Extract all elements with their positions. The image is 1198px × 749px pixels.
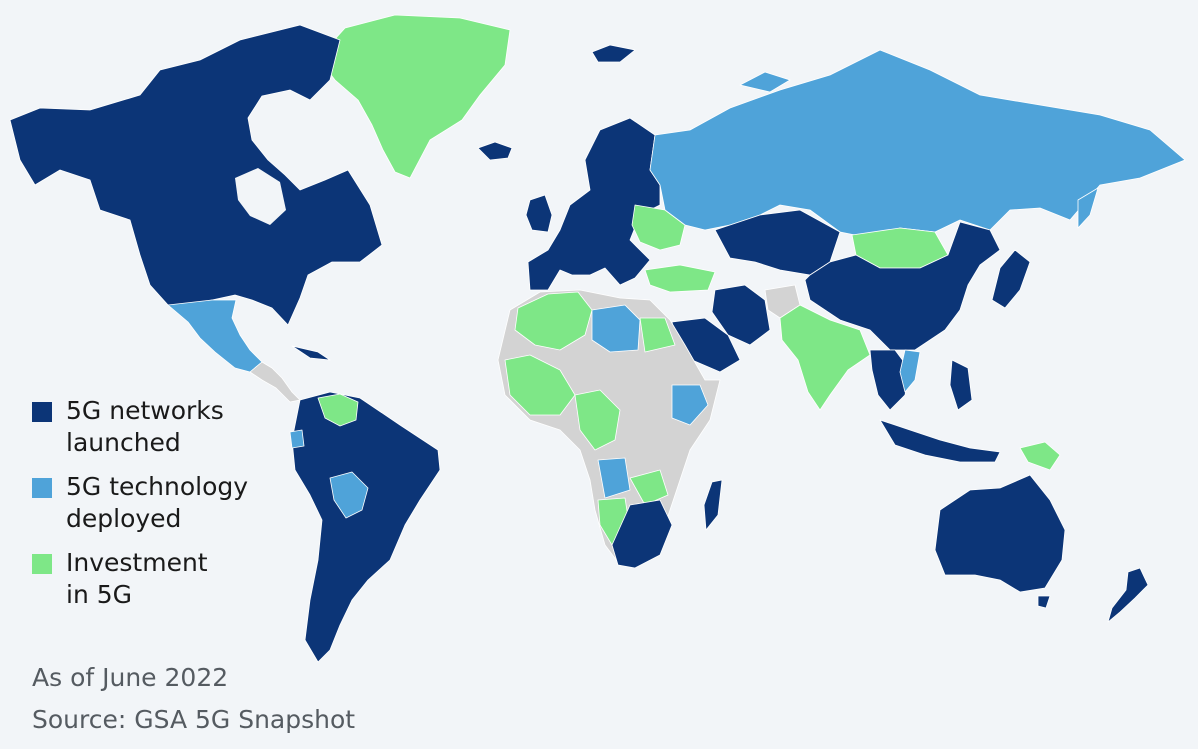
legend-swatch-investment: [32, 554, 52, 574]
region-bolivia: [329, 471, 369, 519]
legend-swatch-launched: [32, 402, 52, 422]
legend: 5G networks launched 5G technology deplo…: [32, 395, 276, 623]
legend-label-investment: Investment in 5G: [66, 548, 208, 609]
region-south-africa: [611, 499, 673, 569]
region-south-america: [291, 391, 441, 663]
region-png: [1019, 441, 1061, 471]
region-central-america: [249, 361, 301, 403]
region-kamchatka: [1077, 187, 1099, 229]
region-west-africa: [504, 354, 576, 416]
region-madagascar: [703, 479, 723, 531]
region-new-zealand: [1107, 567, 1149, 623]
region-philippines: [949, 359, 973, 411]
region-iran: [711, 284, 771, 346]
region-uk: [525, 194, 553, 233]
region-arctic-russia: [739, 71, 791, 93]
region-indonesia: [879, 419, 1001, 463]
region-ecuador: [289, 429, 305, 449]
region-tasmania: [1037, 595, 1051, 609]
legend-item-launched: 5G networks launched: [32, 395, 276, 459]
region-egypt: [639, 317, 676, 353]
region-central-africa: [574, 389, 621, 451]
region-caribbean: [291, 345, 331, 361]
hudson-bay: [235, 168, 286, 225]
region-iceland: [477, 141, 513, 161]
region-china: [804, 221, 1001, 351]
region-russia: [649, 49, 1186, 239]
region-australia: [934, 474, 1066, 593]
region-greenland: [317, 14, 511, 179]
footnote-source: Source: GSA 5G Snapshot: [32, 705, 356, 734]
region-svalbard: [591, 44, 636, 63]
region-vietnam: [899, 349, 921, 393]
legend-item-deployed: 5G technology deployed: [32, 471, 276, 535]
region-east-africa: [671, 384, 709, 426]
legend-label-deployed: 5G technology deployed: [66, 472, 249, 533]
region-se-asia: [869, 349, 911, 411]
region-mexico: [167, 299, 263, 373]
region-turkey: [644, 264, 716, 293]
region-zambia: [629, 469, 669, 506]
region-north-africa-invest: [514, 291, 593, 351]
region-angola: [597, 457, 631, 499]
footnote-date: As of June 2022: [32, 663, 229, 692]
region-north-america: [9, 24, 383, 326]
legend-item-investment: Investment in 5G: [32, 547, 276, 611]
region-libya: [591, 304, 641, 353]
region-venezuela: [317, 393, 359, 427]
region-japan: [991, 249, 1031, 309]
legend-swatch-deployed: [32, 478, 52, 498]
region-india: [779, 304, 871, 411]
legend-label-launched: 5G networks launched: [66, 396, 224, 457]
